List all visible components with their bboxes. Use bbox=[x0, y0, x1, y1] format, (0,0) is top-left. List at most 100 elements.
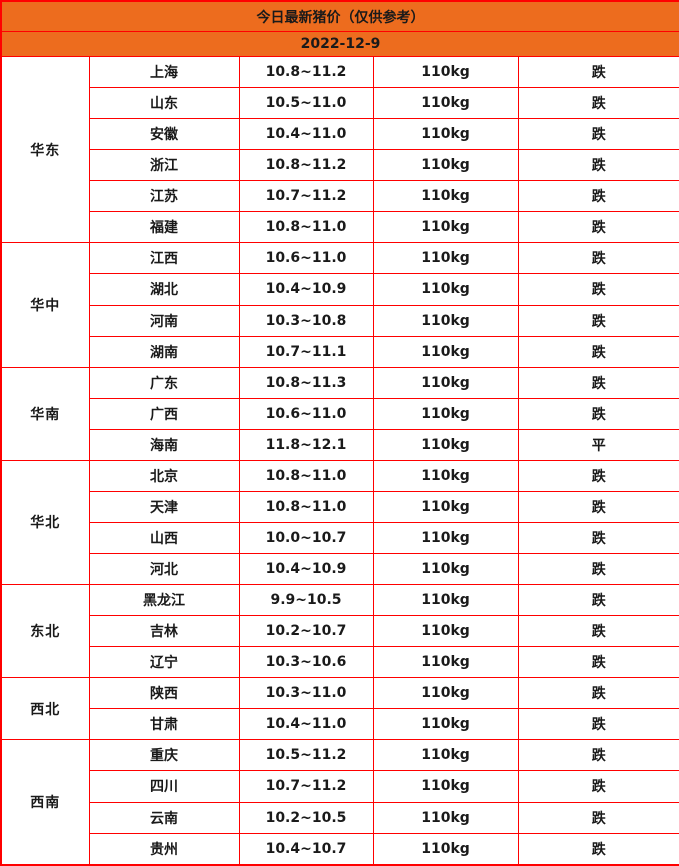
page-title: 今日最新猪价（仅供参考） bbox=[0, 0, 679, 32]
table-row: 河北 10.4~10.9 110kg 跌 bbox=[1, 552, 679, 586]
region-cell: 华中 bbox=[0, 242, 90, 368]
weight-cell: 110kg bbox=[372, 584, 519, 617]
table-row: 湖南 10.7~11.1 110kg 跌 bbox=[1, 335, 679, 368]
price-range-cell: 9.9~10.5 bbox=[238, 584, 374, 617]
province-cell: 山东 bbox=[88, 87, 240, 120]
trend-cell: 跌 bbox=[517, 739, 679, 772]
weight-cell: 110kg bbox=[372, 615, 519, 648]
table-row: 海南 11.8~12.1 110kg 平 bbox=[1, 428, 679, 461]
province-cell: 山西 bbox=[88, 521, 240, 555]
province-cell: 北京 bbox=[88, 459, 240, 492]
table-row: 甘肃 10.4~11.0 110kg 跌 bbox=[1, 708, 679, 741]
province-cell: 湖南 bbox=[88, 335, 240, 368]
price-range-cell: 10.4~10.7 bbox=[238, 832, 374, 866]
province-cell: 四川 bbox=[88, 770, 240, 803]
province-cell: 陕西 bbox=[88, 677, 240, 710]
weight-cell: 110kg bbox=[372, 708, 519, 741]
table-row: 湖北 10.4~10.9 110kg 跌 bbox=[1, 273, 679, 306]
table-row: 山东 10.5~11.0 110kg 跌 bbox=[1, 87, 679, 120]
province-cell: 天津 bbox=[88, 490, 240, 523]
price-range-cell: 10.8~11.3 bbox=[238, 366, 374, 399]
weight-cell: 110kg bbox=[372, 801, 519, 834]
table-row: 华南 广东 10.8~11.3 110kg 跌 bbox=[0, 366, 679, 461]
title-row: 今日最新猪价（仅供参考） bbox=[0, 0, 679, 32]
trend-cell: 跌 bbox=[517, 801, 679, 834]
price-range-cell: 10.8~11.0 bbox=[238, 459, 374, 492]
price-range-cell: 10.6~11.0 bbox=[238, 242, 374, 275]
trend-cell: 跌 bbox=[517, 55, 679, 89]
province-cell: 广西 bbox=[88, 397, 240, 430]
region-cell: 华北 bbox=[0, 459, 90, 586]
price-range-cell: 10.2~10.7 bbox=[238, 615, 374, 648]
trend-cell: 跌 bbox=[517, 490, 679, 523]
price-range-cell: 10.3~11.0 bbox=[238, 677, 374, 710]
table-row: 辽宁 10.3~10.6 110kg 跌 bbox=[1, 646, 679, 679]
province-cell: 江苏 bbox=[88, 180, 240, 213]
table-row: 云南 10.2~10.5 110kg 跌 bbox=[1, 801, 679, 834]
table-row: 四川 10.7~11.2 110kg 跌 bbox=[1, 770, 679, 803]
trend-cell: 跌 bbox=[517, 708, 679, 741]
price-range-cell: 10.8~11.0 bbox=[238, 490, 374, 523]
weight-cell: 110kg bbox=[372, 646, 519, 679]
price-range-cell: 10.5~11.0 bbox=[238, 87, 374, 120]
table-row: 江苏 10.7~11.2 110kg 跌 bbox=[1, 180, 679, 213]
province-cell: 浙江 bbox=[88, 149, 240, 182]
trend-cell: 跌 bbox=[517, 459, 679, 492]
province-cell: 辽宁 bbox=[88, 646, 240, 679]
table-row: 东北 黑龙江 9.9~10.5 110kg 跌 bbox=[0, 584, 679, 679]
table-row: 华东 上海 10.8~11.2 110kg 跌 bbox=[0, 55, 679, 244]
price-range-cell: 10.4~11.0 bbox=[238, 708, 374, 741]
province-cell: 安徽 bbox=[88, 118, 240, 151]
price-range-cell: 10.2~10.5 bbox=[238, 801, 374, 834]
price-range-cell: 10.3~10.8 bbox=[238, 304, 374, 337]
province-cell: 甘肃 bbox=[88, 708, 240, 741]
table-row: 山西 10.0~10.7 110kg 跌 bbox=[1, 521, 679, 555]
weight-cell: 110kg bbox=[372, 335, 519, 368]
date-row: 2022-12-9 bbox=[0, 31, 679, 57]
table-row: 华中 江西 10.6~11.0 110kg 跌 bbox=[0, 242, 679, 368]
weight-cell: 110kg bbox=[372, 677, 519, 710]
table-row: 福建 10.8~11.0 110kg 跌 bbox=[1, 211, 679, 244]
table-row: 天津 10.8~11.0 110kg 跌 bbox=[1, 490, 679, 523]
price-range-cell: 10.4~10.9 bbox=[238, 273, 374, 306]
region-cell: 西南 bbox=[0, 739, 90, 866]
weight-cell: 110kg bbox=[372, 366, 519, 399]
table-row: 广西 10.6~11.0 110kg 跌 bbox=[1, 397, 679, 430]
region-cell: 西北 bbox=[0, 677, 90, 741]
weight-cell: 110kg bbox=[372, 770, 519, 803]
weight-cell: 110kg bbox=[372, 118, 519, 151]
table-row: 西北 陕西 10.3~11.0 110kg 跌 bbox=[0, 677, 679, 741]
weight-cell: 110kg bbox=[372, 832, 519, 866]
price-range-cell: 10.7~11.2 bbox=[238, 180, 374, 213]
price-range-cell: 10.0~10.7 bbox=[238, 521, 374, 555]
trend-cell: 跌 bbox=[517, 521, 679, 555]
weight-cell: 110kg bbox=[372, 490, 519, 523]
weight-cell: 110kg bbox=[372, 428, 519, 461]
region-cell: 华东 bbox=[0, 55, 90, 244]
trend-cell: 跌 bbox=[517, 149, 679, 182]
trend-cell: 跌 bbox=[517, 646, 679, 679]
table-row: 安徽 10.4~11.0 110kg 跌 bbox=[1, 118, 679, 151]
province-cell: 云南 bbox=[88, 801, 240, 834]
weight-cell: 110kg bbox=[372, 211, 519, 244]
province-cell: 河南 bbox=[88, 304, 240, 337]
province-cell: 上海 bbox=[88, 55, 240, 89]
table-row: 西南 重庆 10.5~11.2 110kg 跌 bbox=[0, 739, 679, 866]
weight-cell: 110kg bbox=[372, 304, 519, 337]
table-row: 贵州 10.4~10.7 110kg 跌 bbox=[1, 832, 679, 866]
weight-cell: 110kg bbox=[372, 242, 519, 275]
price-range-cell: 11.8~12.1 bbox=[238, 428, 374, 461]
weight-cell: 110kg bbox=[372, 149, 519, 182]
trend-cell: 平 bbox=[517, 428, 679, 461]
trend-cell: 跌 bbox=[517, 242, 679, 275]
trend-cell: 跌 bbox=[517, 211, 679, 244]
price-range-cell: 10.8~11.0 bbox=[238, 211, 374, 244]
price-range-cell: 10.4~10.9 bbox=[238, 552, 374, 586]
trend-cell: 跌 bbox=[517, 677, 679, 710]
table-row: 吉林 10.2~10.7 110kg 跌 bbox=[1, 615, 679, 648]
price-range-cell: 10.7~11.2 bbox=[238, 770, 374, 803]
table-row: 浙江 10.8~11.2 110kg 跌 bbox=[1, 149, 679, 182]
price-range-cell: 10.8~11.2 bbox=[238, 149, 374, 182]
